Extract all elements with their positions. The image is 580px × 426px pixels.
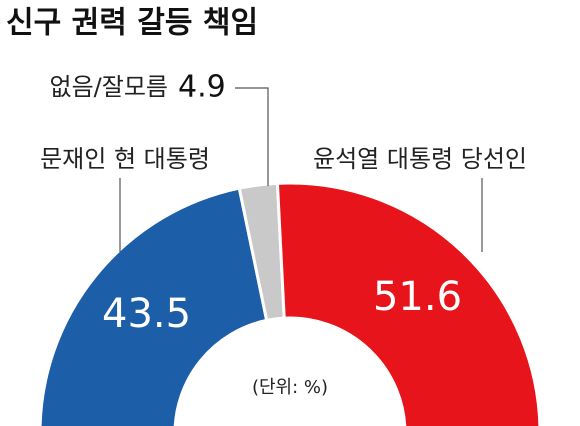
- chart-title: 신구 권력 갈등 책임: [6, 6, 258, 41]
- value-label: 51.6: [373, 274, 462, 320]
- category-label: 윤석열 대통령 당선인: [313, 145, 527, 173]
- category-label: 문재인 현 대통령: [40, 145, 210, 173]
- category-label: 없음/잘모름: [50, 73, 169, 101]
- unit-note: (단위: %): [252, 377, 328, 398]
- leader-line: [235, 87, 269, 186]
- value-label: 43.5: [102, 291, 191, 337]
- slice: [38, 186, 269, 426]
- value-label: 4.9: [178, 70, 226, 105]
- slice: [275, 181, 542, 426]
